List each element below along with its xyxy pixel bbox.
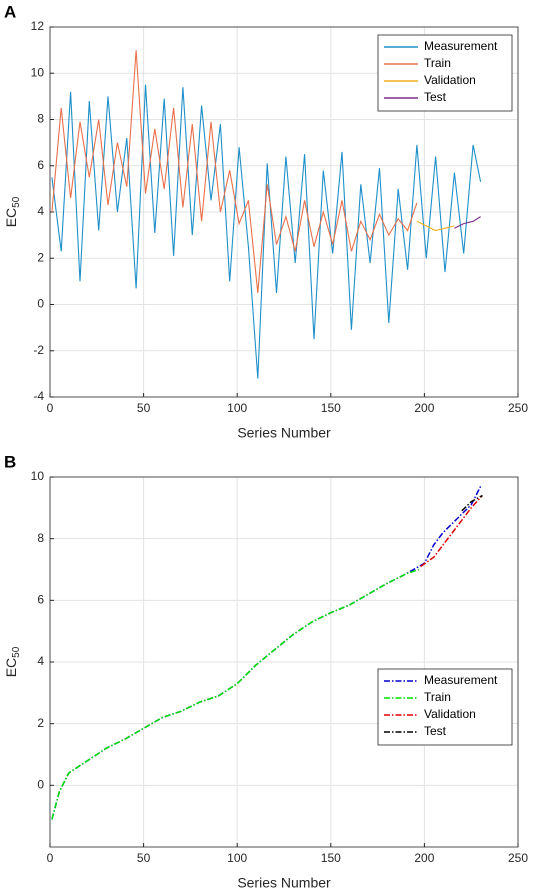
series-line bbox=[420, 494, 483, 568]
y-tick-label: 12 bbox=[31, 19, 45, 33]
y-tick-label: 6 bbox=[37, 593, 44, 607]
y-tick-label: 0 bbox=[37, 778, 44, 792]
legend-label: Measurement bbox=[424, 39, 498, 53]
panel-label: A bbox=[4, 2, 16, 21]
x-tick-label: 250 bbox=[508, 851, 528, 865]
panel-label: B bbox=[4, 452, 16, 471]
x-tick-label: 200 bbox=[414, 851, 434, 865]
x-tick-label: 0 bbox=[47, 401, 54, 415]
y-axis-title-sub: 50 bbox=[11, 196, 22, 208]
y-tick-label: 2 bbox=[37, 250, 44, 264]
x-axis-title: Series Number bbox=[237, 875, 331, 890]
x-tick-label: 50 bbox=[137, 401, 151, 415]
y-tick-label: 4 bbox=[37, 204, 44, 218]
x-tick-label: 100 bbox=[227, 401, 247, 415]
y-axis-title-sub: 50 bbox=[11, 646, 22, 658]
x-tick-label: 150 bbox=[321, 401, 341, 415]
y-tick-label: -4 bbox=[33, 389, 44, 403]
y-tick-label: 2 bbox=[37, 716, 44, 730]
y-axis-title: EC50 bbox=[3, 646, 22, 677]
y-axis-title-main: EC bbox=[3, 208, 19, 227]
y-tick-label: 4 bbox=[37, 654, 44, 668]
series-line bbox=[51, 84, 482, 379]
x-tick-label: 100 bbox=[227, 851, 247, 865]
legend-label: Train bbox=[424, 690, 451, 704]
x-tick-label: 150 bbox=[321, 851, 341, 865]
legend-label: Validation bbox=[424, 707, 476, 721]
y-tick-label: -2 bbox=[33, 343, 44, 357]
x-tick-label: 50 bbox=[137, 851, 151, 865]
y-tick-label: 6 bbox=[37, 158, 44, 172]
x-axis-title: Series Number bbox=[237, 425, 331, 441]
y-axis-title-main: EC bbox=[3, 658, 19, 677]
y-axis-title: EC50 bbox=[3, 196, 22, 227]
series-line bbox=[416, 220, 455, 232]
legend-label: Measurement bbox=[424, 673, 498, 687]
x-tick-label: 0 bbox=[47, 851, 54, 865]
series-line bbox=[461, 494, 483, 512]
legend-label: Validation bbox=[424, 73, 476, 87]
x-tick-label: 250 bbox=[508, 401, 528, 415]
y-tick-label: 0 bbox=[37, 297, 44, 311]
y-tick-label: 8 bbox=[37, 531, 44, 545]
y-tick-label: 10 bbox=[31, 65, 45, 79]
legend-label: Test bbox=[424, 724, 447, 738]
series-line bbox=[51, 568, 420, 820]
series-line bbox=[454, 216, 481, 229]
y-tick-label: 8 bbox=[37, 112, 44, 126]
axes-box bbox=[49, 26, 519, 398]
axes-box bbox=[49, 476, 519, 848]
x-tick-label: 200 bbox=[414, 401, 434, 415]
series-line bbox=[51, 50, 418, 293]
legend-label: Train bbox=[424, 56, 451, 70]
legend-label: Test bbox=[424, 90, 447, 104]
y-tick-label: 10 bbox=[31, 469, 45, 483]
